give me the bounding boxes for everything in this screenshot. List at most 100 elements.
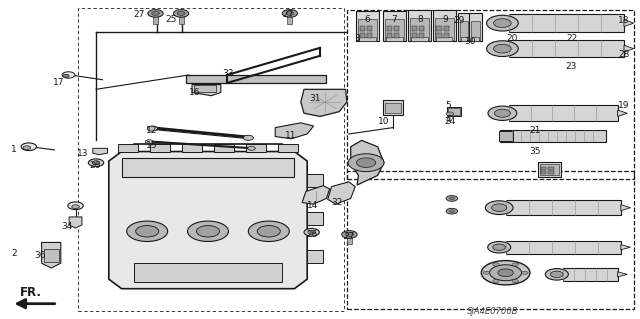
Bar <box>386 37 403 41</box>
Bar <box>447 107 461 116</box>
Circle shape <box>493 279 499 283</box>
Bar <box>541 171 546 174</box>
Text: 17: 17 <box>53 78 65 87</box>
Circle shape <box>512 279 518 283</box>
Bar <box>118 144 138 152</box>
Text: 4: 4 <box>445 115 451 124</box>
Circle shape <box>550 271 563 278</box>
Bar <box>436 33 442 38</box>
Text: 12: 12 <box>146 126 157 135</box>
Circle shape <box>145 140 153 144</box>
Polygon shape <box>69 217 82 228</box>
Text: 16: 16 <box>189 88 201 97</box>
Circle shape <box>490 265 522 281</box>
Circle shape <box>68 202 83 210</box>
Text: 1: 1 <box>12 145 17 154</box>
Bar <box>394 26 399 31</box>
Text: 27: 27 <box>134 10 145 19</box>
Polygon shape <box>275 123 314 139</box>
Bar <box>500 130 606 142</box>
Circle shape <box>449 197 454 200</box>
Bar <box>509 40 624 57</box>
Text: 25: 25 <box>166 15 177 24</box>
Circle shape <box>348 154 384 172</box>
Bar <box>548 167 554 170</box>
Circle shape <box>481 261 530 285</box>
Circle shape <box>23 146 31 150</box>
Text: 28: 28 <box>618 50 630 59</box>
Text: 35: 35 <box>529 147 541 156</box>
Bar <box>307 250 323 263</box>
Circle shape <box>446 196 458 201</box>
Bar <box>448 108 460 115</box>
Circle shape <box>488 241 511 253</box>
Bar <box>194 85 216 92</box>
Circle shape <box>493 44 511 53</box>
Bar <box>179 13 184 24</box>
Text: 26: 26 <box>306 230 317 239</box>
Bar <box>182 144 202 152</box>
Text: 32: 32 <box>332 198 343 207</box>
Polygon shape <box>618 272 627 277</box>
Polygon shape <box>42 242 61 268</box>
Bar <box>394 33 399 38</box>
Circle shape <box>483 271 490 274</box>
Bar <box>153 13 158 24</box>
Polygon shape <box>93 148 108 155</box>
Bar <box>347 171 634 309</box>
Text: 15: 15 <box>146 141 157 150</box>
Circle shape <box>342 231 357 238</box>
Circle shape <box>493 263 499 266</box>
Polygon shape <box>109 152 307 289</box>
Text: 20: 20 <box>506 34 518 43</box>
Circle shape <box>196 226 220 237</box>
Circle shape <box>286 11 294 15</box>
Circle shape <box>62 72 75 78</box>
Bar <box>444 26 449 31</box>
Bar <box>509 105 618 121</box>
Bar <box>461 37 467 41</box>
Bar <box>367 26 372 31</box>
Text: 27: 27 <box>344 232 355 241</box>
Bar <box>278 144 298 152</box>
Polygon shape <box>624 45 634 52</box>
Bar <box>472 37 479 41</box>
Circle shape <box>248 221 289 241</box>
Bar <box>506 200 621 215</box>
Circle shape <box>21 143 36 151</box>
Circle shape <box>304 228 319 236</box>
Bar <box>385 19 404 40</box>
Bar <box>367 33 372 38</box>
Bar <box>541 167 546 170</box>
Circle shape <box>148 10 163 17</box>
Bar <box>347 10 634 179</box>
Bar <box>540 164 559 175</box>
Text: 13: 13 <box>77 149 89 158</box>
Bar <box>358 19 377 40</box>
Bar <box>548 171 554 174</box>
Circle shape <box>446 112 454 116</box>
Circle shape <box>492 204 507 211</box>
Circle shape <box>545 269 568 280</box>
Bar <box>356 11 379 41</box>
Text: 5: 5 <box>445 101 451 110</box>
Text: 27: 27 <box>282 10 294 19</box>
Text: 33: 33 <box>223 69 234 78</box>
Circle shape <box>488 106 517 121</box>
Bar <box>436 37 452 41</box>
Circle shape <box>63 74 69 78</box>
Bar <box>307 174 323 187</box>
Circle shape <box>486 15 518 31</box>
Bar <box>433 10 456 41</box>
Bar <box>412 26 417 31</box>
Bar <box>410 18 429 40</box>
Bar <box>214 144 234 152</box>
Text: 26: 26 <box>89 161 100 170</box>
Text: 34: 34 <box>61 222 73 231</box>
Bar <box>412 33 417 38</box>
Circle shape <box>282 10 298 17</box>
Polygon shape <box>624 20 634 27</box>
Bar <box>506 241 621 254</box>
Text: SJA4E0700B: SJA4E0700B <box>467 308 518 316</box>
Text: 30: 30 <box>465 37 476 46</box>
